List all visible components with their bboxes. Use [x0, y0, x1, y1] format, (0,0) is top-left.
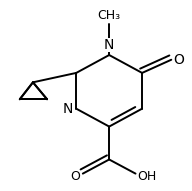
Text: O: O	[173, 53, 184, 67]
Text: O: O	[70, 170, 80, 183]
Text: CH₃: CH₃	[98, 9, 121, 22]
Text: N: N	[104, 38, 114, 52]
Text: N: N	[62, 102, 73, 116]
Text: OH: OH	[137, 170, 157, 183]
